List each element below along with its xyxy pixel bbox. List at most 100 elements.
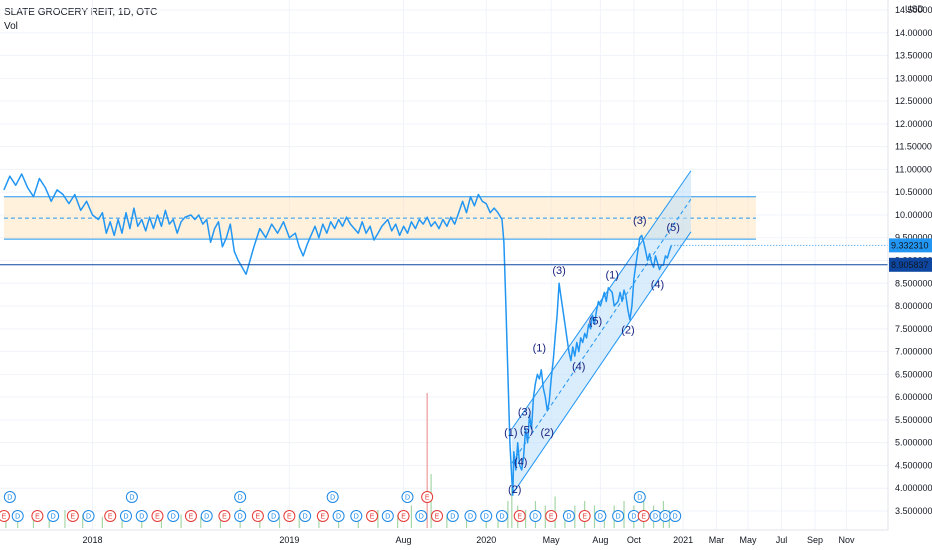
earnings-marker[interactable]: E — [151, 510, 164, 522]
dividend-marker[interactable]: D — [495, 510, 508, 522]
y-tick-label: 14.500000 — [895, 5, 932, 15]
y-tick-label: 11.000000 — [895, 164, 932, 174]
wave-label[interactable]: (3) — [552, 265, 565, 277]
earnings-marker[interactable]: E — [316, 510, 329, 522]
wave-label[interactable]: (4) — [572, 361, 585, 373]
dividend-marker[interactable]: D — [125, 491, 138, 503]
earnings-marker[interactable]: E — [637, 510, 650, 522]
event-circle — [283, 510, 296, 522]
wave-label[interactable]: (5) — [520, 425, 533, 437]
dividend-marker[interactable]: D — [381, 510, 394, 522]
wave-label[interactable]: (2) — [621, 324, 634, 336]
wave-label[interactable]: (4) — [651, 279, 664, 291]
dividend-marker[interactable]: D — [350, 510, 363, 522]
event-circle — [316, 510, 329, 522]
earnings-marker[interactable]: E — [184, 510, 197, 522]
wave-label[interactable]: (5) — [589, 315, 602, 327]
event-letter: D — [598, 514, 603, 521]
wave-label[interactable]: (3) — [633, 215, 646, 227]
dividend-marker[interactable]: D — [594, 510, 607, 522]
event-letter: D — [129, 495, 134, 502]
dividend-marker[interactable]: D — [47, 510, 60, 522]
dividend-marker[interactable]: D — [464, 510, 477, 522]
earnings-marker[interactable]: E — [421, 491, 434, 503]
earnings-marker[interactable]: E — [66, 510, 79, 522]
x-tick-label: Oct — [627, 535, 642, 545]
dividend-marker[interactable]: D — [167, 510, 180, 522]
elliott-wave-labels[interactable]: (1)(2)(3)(4)(5)(1)(2)(3)(4)(5)(1)(2)(3)(… — [504, 215, 680, 496]
earnings-marker[interactable]: E — [283, 510, 296, 522]
event-letter: D — [7, 495, 12, 502]
earnings-marker[interactable]: E — [397, 510, 410, 522]
earnings-marker[interactable]: E — [578, 510, 591, 522]
event-circle — [612, 510, 625, 522]
dividend-marker[interactable]: D — [480, 510, 493, 522]
dividend-marker[interactable]: D — [332, 510, 345, 522]
symbol-title[interactable]: SLATE GROCERY REIT, 1D, OTC — [4, 7, 158, 18]
earnings-marker[interactable]: E — [545, 510, 558, 522]
dividend-marker[interactable]: D — [562, 510, 575, 522]
event-letter: D — [450, 514, 455, 521]
event-circle — [326, 491, 339, 503]
dividend-marker[interactable]: D — [446, 510, 459, 522]
earnings-marker[interactable]: E — [31, 510, 44, 522]
event-circle — [31, 510, 44, 522]
channel-lower-line[interactable] — [511, 231, 692, 496]
event-letter: D — [673, 514, 678, 521]
x-tick-label: May — [740, 535, 758, 545]
dividend-marker[interactable]: D — [82, 510, 95, 522]
event-circle — [495, 510, 508, 522]
volume-bar — [32, 519, 35, 528]
earnings-marker[interactable]: E — [0, 510, 10, 522]
volume-bar — [525, 510, 527, 528]
event-markers[interactable]: D D D D D E DE D E D E D E D D E D E D E D E D E D E D D E D E D E D D D D E D… — [0, 491, 682, 522]
dividend-marker[interactable]: D — [200, 510, 213, 522]
event-circle — [415, 510, 428, 522]
dividend-marker[interactable]: D — [135, 510, 148, 522]
dividend-marker[interactable]: D — [415, 510, 428, 522]
earnings-marker[interactable]: E — [218, 510, 231, 522]
volume-label[interactable]: Vol — [4, 21, 18, 32]
volume-bar — [511, 487, 513, 528]
wave-label[interactable]: (5) — [667, 222, 680, 234]
event-letter: D — [533, 514, 538, 521]
event-circle — [381, 510, 394, 522]
wave-label[interactable]: (4) — [514, 456, 527, 468]
event-circle — [421, 491, 434, 503]
earnings-marker[interactable]: E — [431, 510, 444, 522]
dividend-marker[interactable]: D — [669, 510, 682, 522]
event-circle — [218, 510, 231, 522]
y-tick-label: 8.500000 — [895, 278, 932, 288]
wave-label[interactable]: (2) — [508, 484, 521, 496]
dividend-marker[interactable]: D — [401, 491, 414, 503]
wave-label[interactable]: (2) — [541, 427, 554, 439]
dividend-marker[interactable]: D — [3, 491, 16, 503]
range-box[interactable] — [3, 196, 756, 240]
dividend-marker[interactable]: D — [612, 510, 625, 522]
event-letter: E — [108, 514, 113, 521]
price-tag-bg — [889, 257, 932, 272]
event-circle — [267, 510, 280, 522]
dividend-marker[interactable]: D — [529, 510, 542, 522]
price-series — [3, 173, 673, 496]
x-tick-label: 2018 — [83, 535, 103, 545]
wave-label[interactable]: (3) — [518, 406, 531, 418]
earnings-marker[interactable]: E — [366, 510, 379, 522]
dividend-marker[interactable]: D — [326, 491, 339, 503]
dividend-marker[interactable]: D — [119, 510, 132, 522]
wave-label[interactable]: (1) — [533, 343, 546, 355]
earnings-marker[interactable]: E — [251, 510, 264, 522]
dividend-marker[interactable]: D — [11, 510, 24, 522]
wave-label[interactable]: (1) — [504, 427, 517, 439]
dividend-marker[interactable]: D — [267, 510, 280, 522]
dividend-marker[interactable]: D — [234, 510, 247, 522]
dividend-marker[interactable]: D — [633, 491, 646, 503]
earnings-marker[interactable]: E — [513, 510, 526, 522]
wave-label[interactable]: (1) — [605, 270, 618, 282]
dividend-marker[interactable]: D — [299, 510, 312, 522]
earnings-marker[interactable]: E — [104, 510, 117, 522]
y-axis[interactable]: USD 3.500000 4.000000 4.500000 5.000000 5.50… — [887, 0, 932, 530]
dividend-marker[interactable]: D — [234, 491, 247, 503]
x-axis[interactable]: 2018 2019 Aug 2020 May Aug Oct 2021 Mar May Jul Sep… — [0, 529, 888, 545]
